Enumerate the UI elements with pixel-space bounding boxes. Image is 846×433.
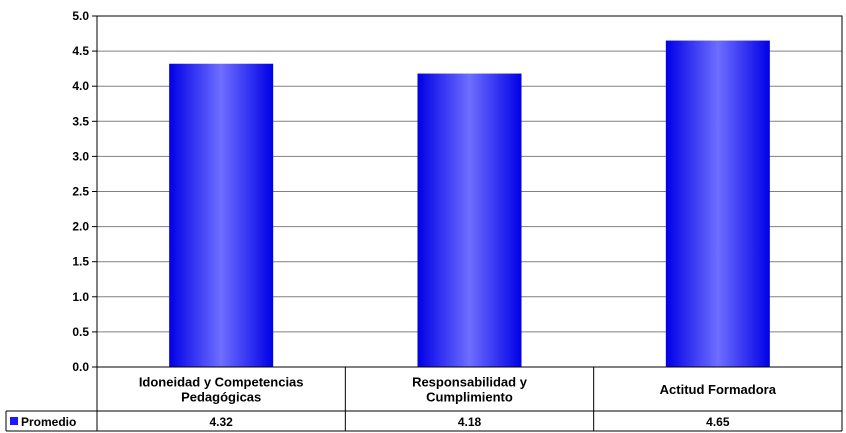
data-table-value: 4.32 <box>209 415 233 429</box>
data-table-value: 4.18 <box>458 415 482 429</box>
axes <box>92 15 843 368</box>
legend-key <box>10 417 18 425</box>
category-label: Responsabilidad y Cumplimiento <box>412 375 528 405</box>
y-tick-label: 3.5 <box>72 114 89 128</box>
y-tick-label: 4.0 <box>72 79 89 93</box>
bar <box>417 73 522 368</box>
y-tick-labels: 0.0 0.5 1.0 1.5 2.0 2.5 3.0 3.5 4.0 4.5 5.0 <box>72 9 89 374</box>
y-tick-label: 5.0 <box>72 9 89 23</box>
legend-label-promedio: Promedio <box>21 415 76 429</box>
category-label: Idoneidad y Competencias Pedagógicas <box>139 375 304 405</box>
y-tick-label: 1.0 <box>72 290 89 304</box>
data-table: Idoneidad y Competencias Pedagógicas Respo… <box>5 367 843 432</box>
category-label: Actitud Formadora <box>660 382 777 397</box>
y-tick-label: 1.5 <box>72 255 89 269</box>
y-tick-label: 0.0 <box>72 360 89 374</box>
data-table-value: 4.65 <box>706 415 730 429</box>
bar <box>665 40 770 367</box>
bars <box>169 40 770 368</box>
y-tick-label: 3.0 <box>72 149 89 163</box>
y-tick-label: 2.5 <box>72 185 89 199</box>
y-tick-label: 0.5 <box>72 325 89 339</box>
y-tick-label: 2.0 <box>72 220 89 234</box>
bar <box>169 63 274 368</box>
y-tick-label: 4.5 <box>72 44 89 58</box>
